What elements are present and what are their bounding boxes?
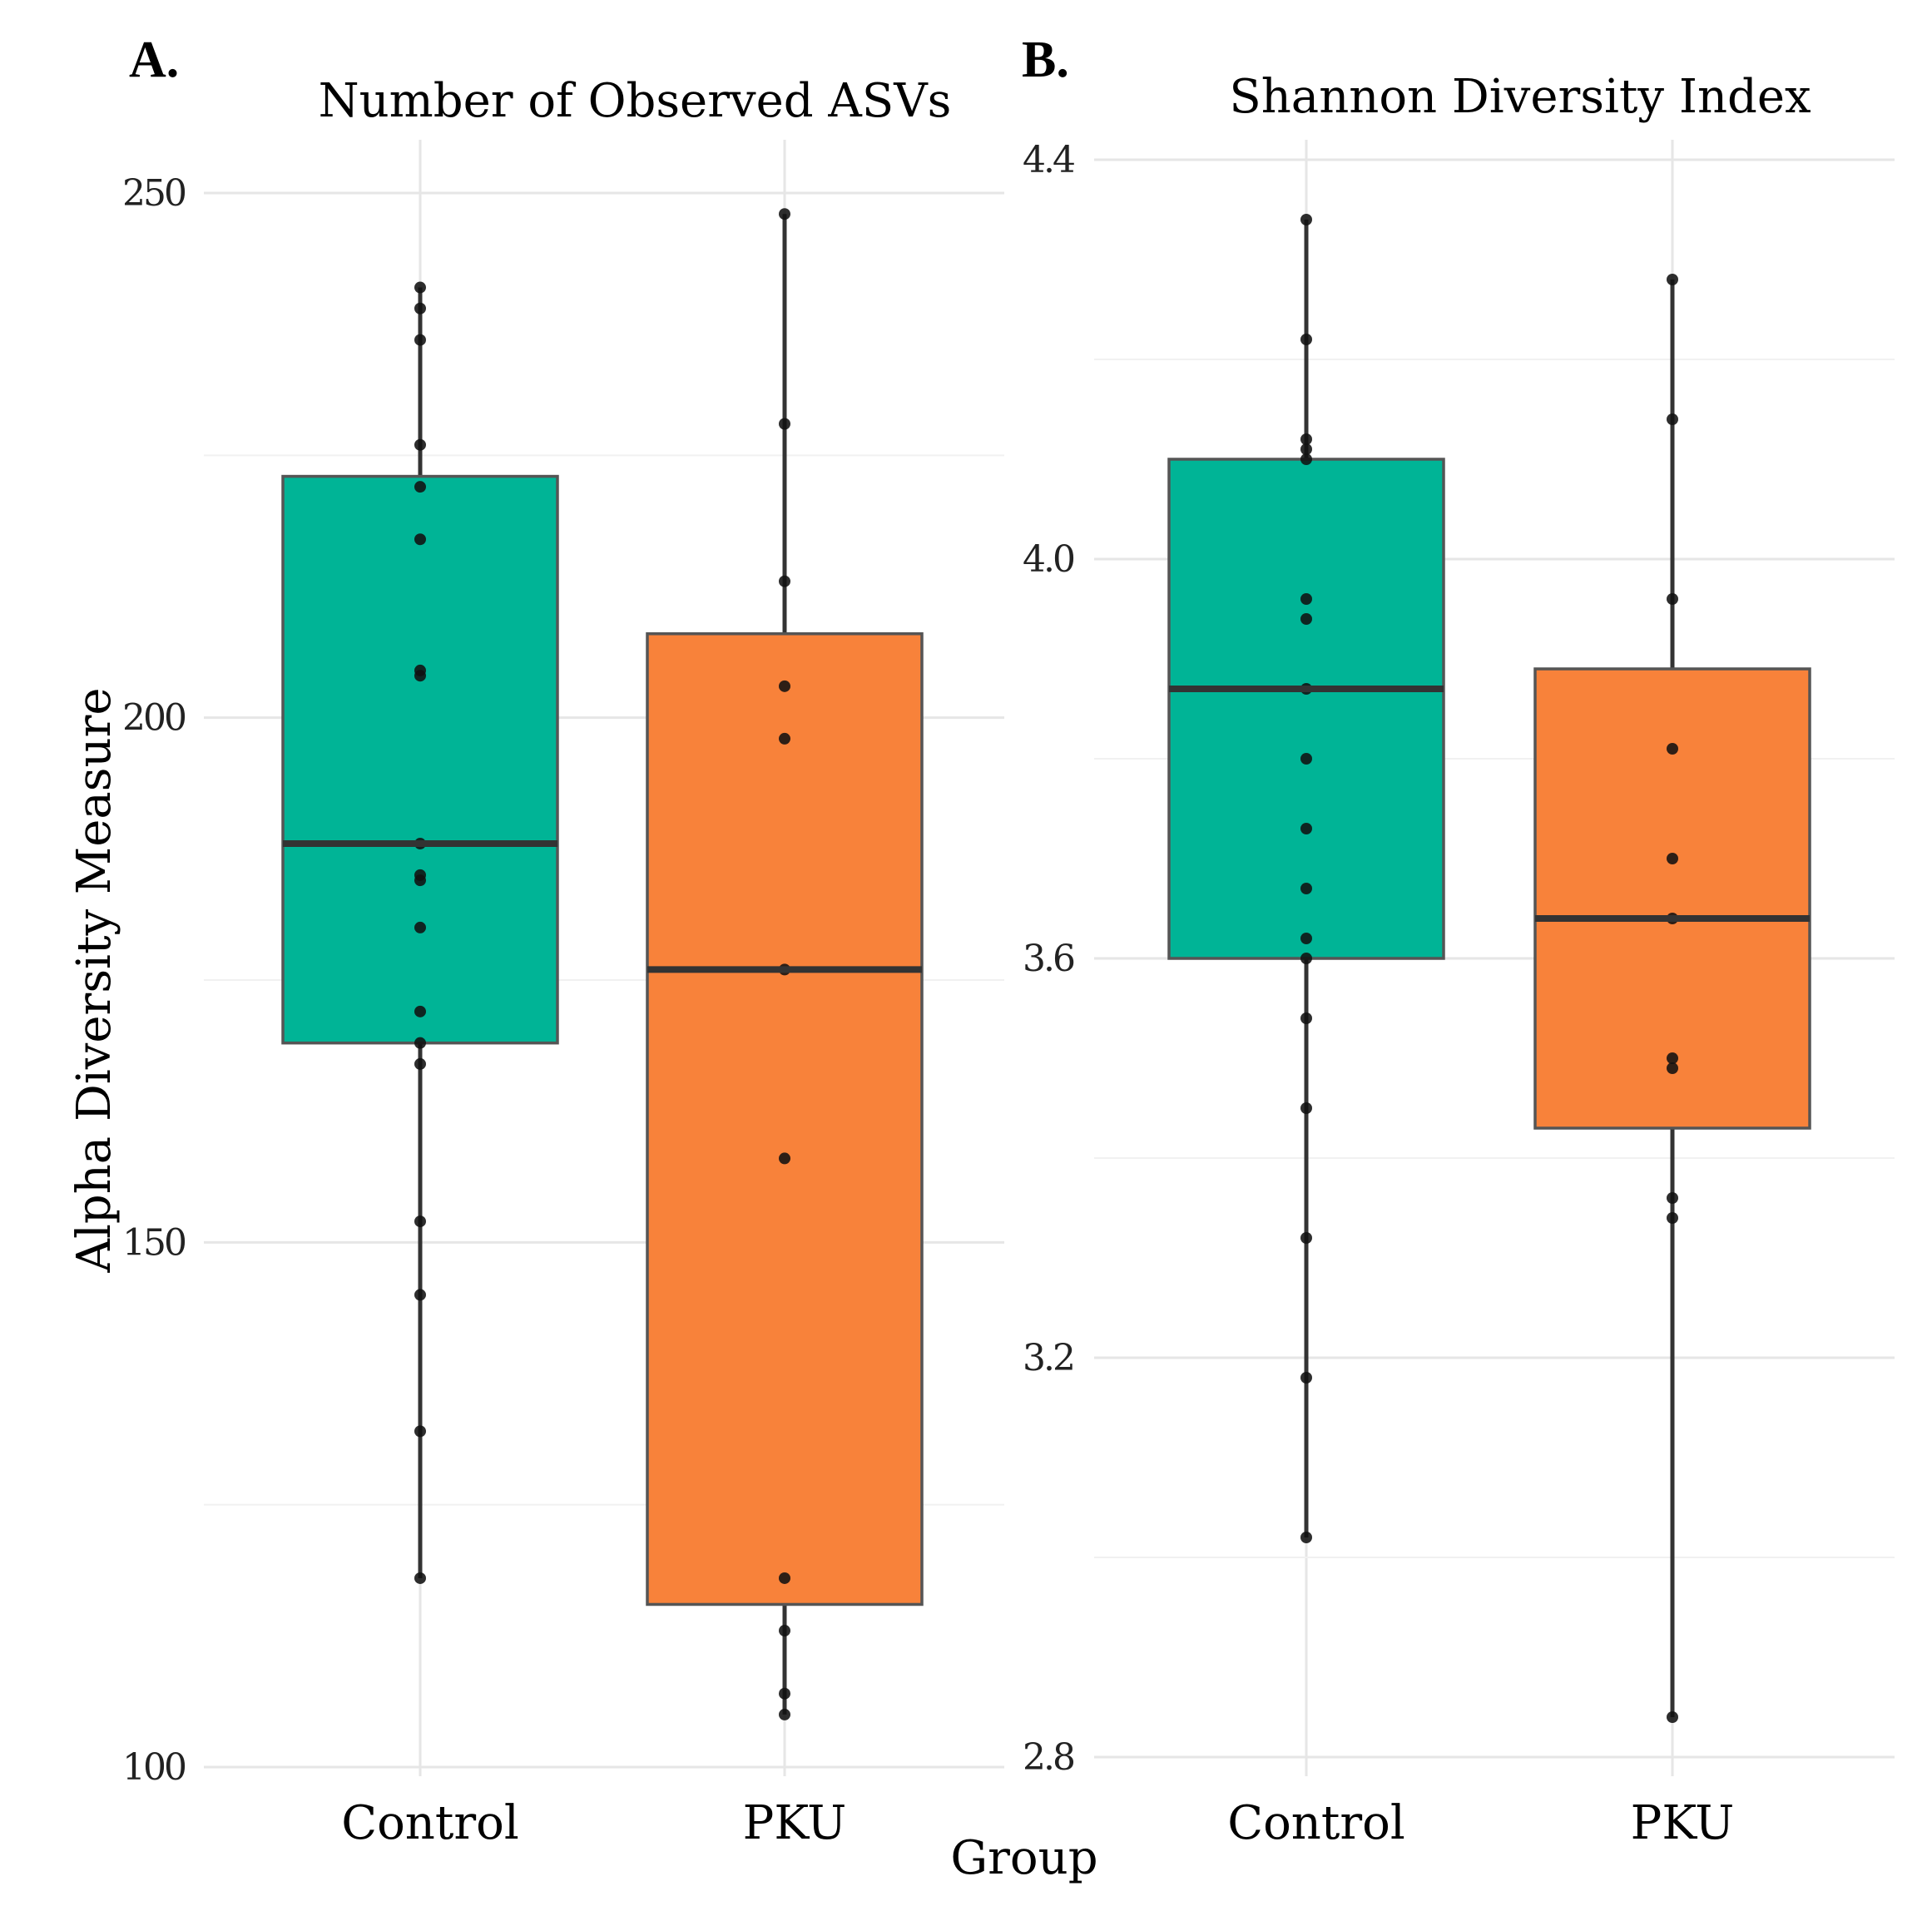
point-a-control-10 — [414, 874, 426, 887]
point-a-pku-7 — [779, 1572, 790, 1584]
point-b-control-11 — [1300, 933, 1312, 944]
point-b-control-6 — [1300, 613, 1312, 625]
point-a-pku-10 — [779, 1708, 790, 1720]
point-b-pku-6 — [1667, 1052, 1678, 1064]
point-a-control-11 — [414, 921, 426, 933]
point-b-pku-4 — [1667, 853, 1678, 864]
point-b-control-2 — [1300, 433, 1312, 445]
point-b-pku-7 — [1667, 1062, 1678, 1074]
point-a-control-5 — [414, 533, 426, 546]
y-tick-label-b-4: 4.4 — [1023, 139, 1074, 181]
point-a-control-1 — [414, 302, 426, 314]
point-a-pku-8 — [779, 1625, 790, 1637]
y-tick-label-b-1: 3.2 — [1023, 1337, 1073, 1379]
point-a-pku-3 — [779, 680, 790, 692]
point-a-control-16 — [414, 1289, 426, 1301]
point-a-control-12 — [414, 1005, 426, 1017]
point-a-pku-9 — [779, 1687, 790, 1700]
point-a-pku-0 — [779, 208, 790, 220]
x-tick-label-b-control: Control — [1227, 1796, 1405, 1850]
point-a-control-18 — [414, 1572, 426, 1584]
box-a-pku — [646, 632, 924, 1606]
y-axis-title: Alpha Diversity Measure — [67, 688, 121, 1274]
point-b-control-4 — [1300, 453, 1312, 465]
y-tick-label-a-0: 100 — [122, 1746, 186, 1789]
point-a-control-14 — [414, 1057, 426, 1070]
y-tick-label-a-1: 150 — [122, 1221, 186, 1264]
point-b-control-17 — [1300, 1532, 1312, 1543]
point-b-control-3 — [1300, 443, 1312, 455]
point-a-control-2 — [414, 334, 426, 346]
panel-b-title: Shannon Diversity Index — [1229, 70, 1811, 124]
point-b-pku-3 — [1667, 743, 1678, 755]
point-a-control-4 — [414, 481, 426, 493]
point-b-control-14 — [1300, 1102, 1312, 1114]
point-b-control-10 — [1300, 883, 1312, 894]
y-tick-label-a-2: 200 — [122, 697, 186, 740]
x-tick-label-a-pku: PKU — [743, 1796, 847, 1850]
y-tick-label-b-2: 3.6 — [1023, 938, 1074, 980]
y-tick-label-b-3: 4.0 — [1023, 538, 1074, 581]
point-a-pku-4 — [779, 732, 790, 745]
panel-a-title: Number of Observed ASVs — [319, 74, 952, 128]
point-a-control-17 — [414, 1425, 426, 1438]
point-a-control-0 — [414, 281, 426, 294]
point-b-control-16 — [1300, 1372, 1312, 1384]
x-tick-label-a-control: Control — [341, 1796, 519, 1850]
point-b-pku-9 — [1667, 1212, 1678, 1224]
box-a-control — [281, 474, 559, 1045]
point-a-pku-1 — [779, 418, 790, 430]
point-b-control-5 — [1300, 593, 1312, 605]
panel-a-label: A. — [129, 32, 179, 88]
y-tick-label-a-3: 250 — [122, 172, 186, 215]
point-b-pku-2 — [1667, 593, 1678, 605]
point-b-control-12 — [1300, 953, 1312, 964]
x-axis-title: Group — [950, 1831, 1097, 1885]
y-tick-label-b-0: 2.8 — [1023, 1736, 1074, 1779]
panel-b-label: B. — [1022, 32, 1069, 88]
point-b-control-15 — [1300, 1232, 1312, 1244]
text-layer: A. B. Number of Observed ASVs Shannon Di… — [67, 32, 1811, 1885]
point-b-pku-0 — [1667, 274, 1678, 285]
point-a-control-7 — [414, 670, 426, 682]
point-b-control-13 — [1300, 1012, 1312, 1024]
point-b-control-8 — [1300, 753, 1312, 765]
point-b-control-1 — [1300, 334, 1312, 345]
point-a-pku-6 — [779, 1152, 790, 1165]
point-b-control-0 — [1300, 214, 1312, 225]
plot-layer — [281, 208, 1811, 1723]
point-b-pku-1 — [1667, 413, 1678, 425]
point-b-control-9 — [1300, 823, 1312, 834]
point-a-pku-2 — [779, 575, 790, 587]
point-b-pku-10 — [1667, 1711, 1678, 1723]
x-tick-label-b-pku: PKU — [1631, 1796, 1735, 1850]
point-a-control-3 — [414, 438, 426, 451]
point-a-control-15 — [414, 1215, 426, 1228]
point-b-pku-8 — [1667, 1192, 1678, 1204]
point-a-control-13 — [414, 1037, 426, 1049]
